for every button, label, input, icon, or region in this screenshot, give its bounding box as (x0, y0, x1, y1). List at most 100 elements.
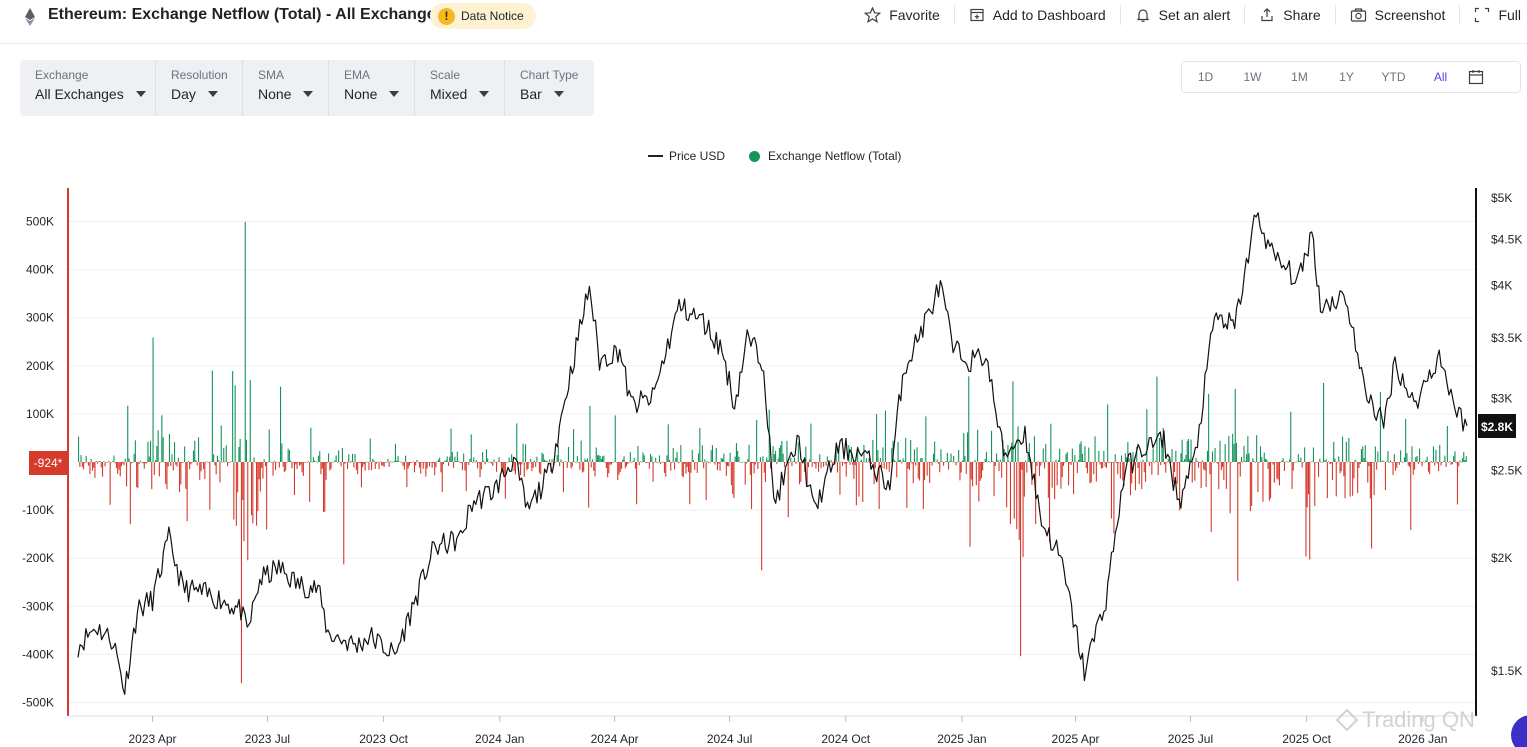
netflow-bar (617, 462, 619, 481)
netflow-bar (273, 460, 275, 462)
netflow-bar (1353, 462, 1355, 479)
netflow-bar (1050, 423, 1052, 462)
netflow-bar (1342, 436, 1344, 462)
netflow-bar (1283, 462, 1285, 471)
netflow-bar (1333, 441, 1335, 462)
exchange-select[interactable]: Exchange All Exchanges (20, 60, 156, 116)
resolution-select[interactable]: Resolution Day (156, 60, 243, 116)
netflow-bar (825, 462, 827, 466)
netflow-bar (1184, 459, 1186, 462)
x-tick-label: 2025 Jul (1168, 732, 1213, 746)
netflow-bar (1266, 459, 1268, 462)
range-1y-button[interactable]: 1Y (1339, 70, 1354, 84)
netflow-bar (102, 462, 104, 477)
netflow-bar (1001, 462, 1003, 478)
fullscreen-button[interactable]: Full (1459, 5, 1527, 25)
data-notice-badge[interactable]: ! Data Notice (430, 3, 536, 29)
netflow-bar (727, 462, 729, 466)
price-line (77, 212, 1468, 695)
range-ytd-button[interactable]: YTD (1381, 70, 1406, 84)
netflow-bar (815, 462, 817, 469)
netflow-bar (663, 462, 665, 473)
netflow-bar (1349, 462, 1351, 497)
netflow-bar (161, 415, 163, 462)
calendar-button[interactable] (1468, 69, 1484, 85)
netflow-bar (1073, 462, 1075, 495)
netflow-bar (509, 461, 511, 462)
netflow-bar (442, 462, 444, 465)
netflow-bar (1210, 462, 1212, 532)
netflow-bar (968, 376, 970, 462)
range-1m-button[interactable]: 1M (1291, 70, 1308, 84)
netflow-bar (1081, 453, 1083, 462)
netflow-bar (451, 451, 453, 462)
netflow-bar (1345, 441, 1347, 462)
netflow-bar (150, 440, 152, 462)
netflow-bar (1102, 462, 1104, 468)
exchange-value: All Exchanges (35, 86, 124, 102)
netflow-bar (1352, 462, 1354, 496)
range-1w-button[interactable]: 1W (1243, 70, 1262, 84)
chat-bubble-button[interactable] (1511, 715, 1527, 747)
screenshot-button[interactable]: Screenshot (1334, 5, 1460, 25)
netflow-bar (1275, 461, 1277, 463)
netflow-bar (1354, 459, 1356, 462)
netflow-bar (347, 462, 349, 469)
range-all-button[interactable]: All (1433, 70, 1448, 84)
netflow-bar (394, 443, 396, 462)
netflow-bar (811, 462, 813, 467)
netflow-bar (830, 460, 832, 462)
netflow-bar (626, 462, 628, 467)
netflow-bar (1025, 460, 1027, 462)
netflow-bar (444, 461, 446, 462)
range-1d-button[interactable]: 1D (1197, 70, 1214, 84)
netflow-legend-label[interactable]: Exchange Netflow (Total) (768, 149, 902, 163)
netflow-bar (368, 462, 370, 471)
netflow-bar (960, 462, 962, 473)
netflow-bar (133, 453, 135, 462)
netflow-bar (458, 461, 460, 462)
favorite-button[interactable]: Favorite (850, 5, 954, 25)
netflow-bar (463, 453, 465, 462)
netflow-bar (978, 462, 980, 502)
netflow-bar (341, 448, 343, 462)
netflow-bar (929, 462, 931, 483)
netflow-bar (479, 462, 481, 478)
netflow-bar (253, 457, 255, 462)
netflow-bar (696, 462, 698, 473)
netflow-bar (1410, 462, 1412, 530)
netflow-bar (1334, 458, 1336, 462)
netflow-bar (718, 462, 720, 464)
price-legend-label[interactable]: Price USD (669, 149, 726, 163)
netflow-bar (1187, 439, 1189, 462)
netflow-bar (352, 453, 354, 462)
add-to-dashboard-button[interactable]: Add to Dashboard (953, 5, 1120, 25)
netflow-bar (259, 462, 261, 492)
netflow-bar (805, 446, 807, 462)
netflow-price-chart[interactable]: 500K 400K 300K 200K 100K -100K -200K -300K -400K… (0, 180, 1527, 747)
netflow-bar (575, 462, 577, 463)
netflow-bar (291, 462, 293, 469)
netflow-bar (1411, 446, 1413, 462)
netflow-bar (1118, 462, 1120, 463)
scale-select[interactable]: Scale Mixed (415, 60, 505, 116)
chart-type-select[interactable]: Chart Type Bar (505, 60, 594, 116)
ema-select[interactable]: EMA None (329, 60, 415, 116)
price-usd-line (77, 212, 1468, 695)
netflow-bar (927, 461, 929, 463)
set-alert-button[interactable]: Set an alert (1119, 5, 1245, 25)
netflow-bar (1376, 462, 1378, 470)
share-button[interactable]: Share (1244, 5, 1334, 25)
netflow-bar (244, 221, 246, 462)
left-tick-label: -200K (22, 551, 54, 565)
sma-select[interactable]: SMA None (243, 60, 329, 116)
netflow-bar (1042, 448, 1044, 462)
netflow-bar (137, 462, 139, 489)
left-tick-label: 300K (26, 311, 54, 325)
netflow-bar (607, 462, 609, 478)
netflow-bar (324, 462, 326, 512)
netflow-bar (122, 462, 124, 464)
set-alert-label: Set an alert (1158, 7, 1231, 23)
netflow-bar (889, 462, 891, 463)
netflow-bar (742, 461, 744, 463)
